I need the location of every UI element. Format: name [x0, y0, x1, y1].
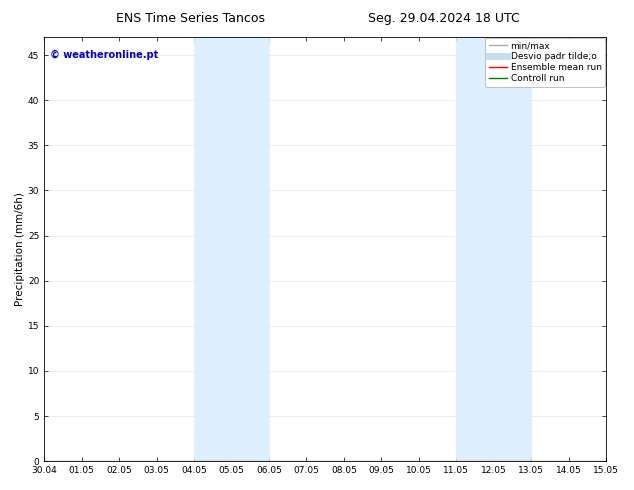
Y-axis label: Precipitation (mm/6h): Precipitation (mm/6h) [15, 192, 25, 306]
Text: © weatheronline.pt: © weatheronline.pt [49, 50, 158, 60]
Bar [194, 37, 269, 461]
Bar [456, 37, 531, 461]
Text: ENS Time Series Tancos: ENS Time Series Tancos [115, 12, 265, 25]
Legend: min/max, Desvio padr tilde;o, Ensemble mean run, Controll run: min/max, Desvio padr tilde;o, Ensemble m… [485, 38, 605, 87]
Text: Seg. 29.04.2024 18 UTC: Seg. 29.04.2024 18 UTC [368, 12, 520, 25]
